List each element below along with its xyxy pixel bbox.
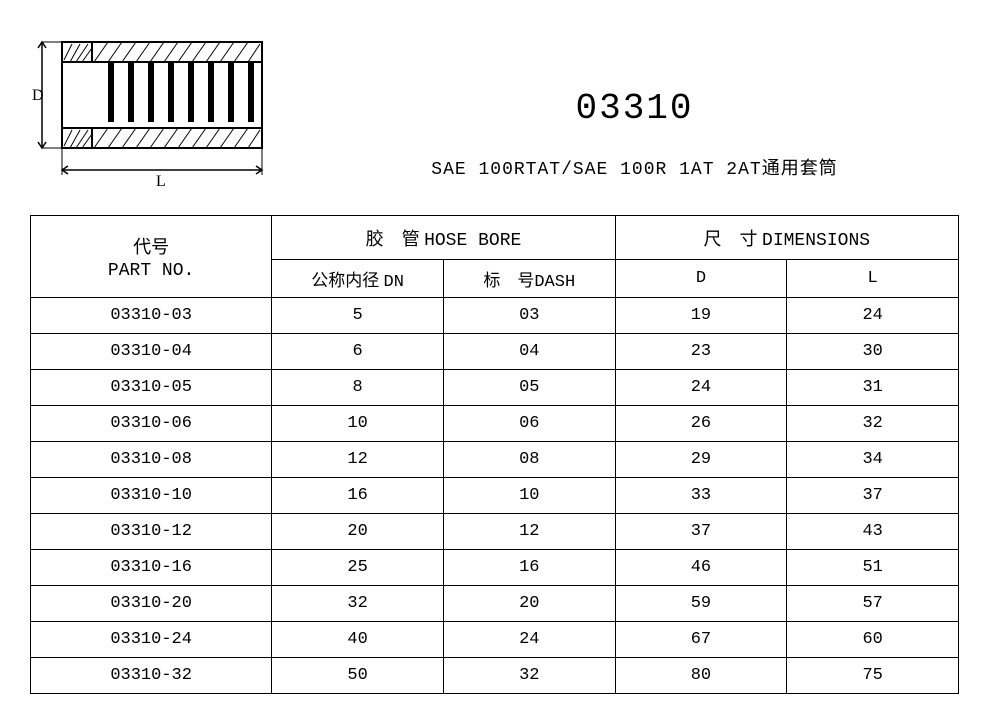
ferrule-diagram: D — [30, 20, 310, 190]
table-cell: 8 — [272, 370, 444, 406]
table-cell: 20 — [272, 514, 444, 550]
table-cell: 03310-10 — [31, 478, 272, 514]
d-label: D — [32, 87, 44, 104]
table-cell: 04 — [443, 334, 615, 370]
table-cell: 08 — [443, 442, 615, 478]
spec-table-area: 代号 PART NO. 胶 管 HOSE BORE 尺 寸 DIMENSIONS… — [0, 205, 989, 714]
table-row: 03310-035031924 — [31, 298, 959, 334]
table-row: 03310-1220123743 — [31, 514, 959, 550]
part-family-title: 03310 — [310, 88, 959, 129]
table-cell: 59 — [615, 586, 787, 622]
table-row: 03310-0610062632 — [31, 406, 959, 442]
table-cell: 03310-32 — [31, 658, 272, 694]
table-cell: 10 — [443, 478, 615, 514]
table-cell: 03310-06 — [31, 406, 272, 442]
table-cell: 24 — [615, 370, 787, 406]
spec-table: 代号 PART NO. 胶 管 HOSE BORE 尺 寸 DIMENSIONS… — [30, 215, 959, 694]
table-row: 03310-1625164651 — [31, 550, 959, 586]
table-cell: 43 — [787, 514, 959, 550]
col-header-dimensions: 尺 寸 DIMENSIONS — [615, 216, 958, 260]
table-cell: 03310-16 — [31, 550, 272, 586]
table-cell: 24 — [787, 298, 959, 334]
table-cell: 57 — [787, 586, 959, 622]
table-cell: 20 — [443, 586, 615, 622]
table-row: 03310-3250328075 — [31, 658, 959, 694]
table-cell: 50 — [272, 658, 444, 694]
l-label: L — [156, 173, 166, 190]
table-cell: 19 — [615, 298, 787, 334]
table-cell: 23 — [615, 334, 787, 370]
table-cell: 16 — [272, 478, 444, 514]
table-row: 03310-046042330 — [31, 334, 959, 370]
table-cell: 37 — [615, 514, 787, 550]
table-cell: 46 — [615, 550, 787, 586]
table-row: 03310-2032205957 — [31, 586, 959, 622]
title-area: 03310 SAE 100RTAT/SAE 100R 1AT 2AT通用套筒 — [310, 88, 959, 190]
table-cell: 51 — [787, 550, 959, 586]
table-cell: 31 — [787, 370, 959, 406]
table-cell: 32 — [272, 586, 444, 622]
table-cell: 03310-12 — [31, 514, 272, 550]
table-cell: 75 — [787, 658, 959, 694]
table-cell: 67 — [615, 622, 787, 658]
table-cell: 03310-03 — [31, 298, 272, 334]
col-header-partno: 代号 PART NO. — [31, 216, 272, 298]
table-row: 03310-1016103337 — [31, 478, 959, 514]
table-cell: 03310-20 — [31, 586, 272, 622]
table-cell: 24 — [443, 622, 615, 658]
top-section: D — [0, 0, 989, 205]
table-cell: 25 — [272, 550, 444, 586]
table-cell: 03 — [443, 298, 615, 334]
table-cell: 37 — [787, 478, 959, 514]
table-cell: 34 — [787, 442, 959, 478]
table-cell: 16 — [443, 550, 615, 586]
table-cell: 60 — [787, 622, 959, 658]
table-cell: 33 — [615, 478, 787, 514]
col-header-dn: 公称内径 DN — [272, 260, 444, 298]
col-header-d: D — [615, 260, 787, 298]
table-cell: 30 — [787, 334, 959, 370]
table-cell: 32 — [787, 406, 959, 442]
table-cell: 03310-08 — [31, 442, 272, 478]
table-cell: 03310-04 — [31, 334, 272, 370]
table-row: 03310-058052431 — [31, 370, 959, 406]
table-row: 03310-2440246760 — [31, 622, 959, 658]
spec-table-body: 03310-03503192403310-04604233003310-0580… — [31, 298, 959, 694]
table-cell: 80 — [615, 658, 787, 694]
table-cell: 26 — [615, 406, 787, 442]
col-header-l: L — [787, 260, 959, 298]
table-cell: 29 — [615, 442, 787, 478]
table-cell: 32 — [443, 658, 615, 694]
table-cell: 40 — [272, 622, 444, 658]
table-cell: 6 — [272, 334, 444, 370]
table-cell: 05 — [443, 370, 615, 406]
table-cell: 12 — [443, 514, 615, 550]
col-header-dash: 标 号DASH — [443, 260, 615, 298]
table-cell: 10 — [272, 406, 444, 442]
table-cell: 03310-05 — [31, 370, 272, 406]
table-cell: 03310-24 — [31, 622, 272, 658]
table-cell: 06 — [443, 406, 615, 442]
table-row: 03310-0812082934 — [31, 442, 959, 478]
table-cell: 12 — [272, 442, 444, 478]
col-header-hosebore: 胶 管 HOSE BORE — [272, 216, 615, 260]
part-family-subtitle: SAE 100RTAT/SAE 100R 1AT 2AT通用套筒 — [310, 154, 959, 180]
table-cell: 5 — [272, 298, 444, 334]
